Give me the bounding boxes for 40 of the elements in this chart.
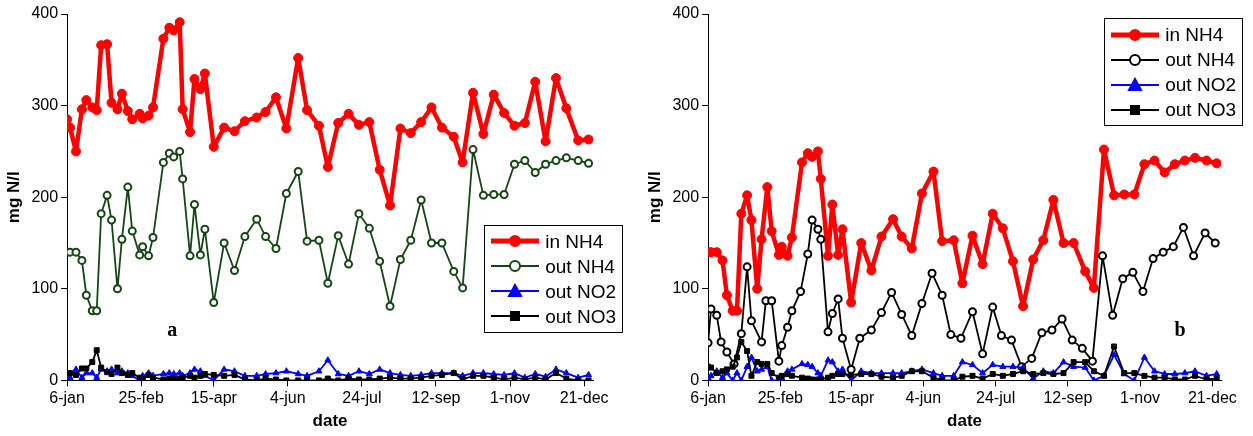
y-tick-label: 100: [672, 279, 700, 297]
legend-label: out NO3: [1165, 98, 1236, 122]
y-tick-label: 100: [31, 279, 59, 297]
x-tick-label: 15-apr: [190, 389, 238, 407]
x-axis-title: date: [312, 411, 348, 431]
x-tick-label: 6-jan: [690, 389, 726, 407]
y-tick-label: 300: [31, 96, 59, 114]
x-tick-label: 12-sep: [1043, 389, 1093, 407]
legend-label: out NH4: [545, 254, 615, 279]
y-tick-label: 200: [672, 187, 700, 205]
x-tick-label: 24-jul: [342, 389, 382, 407]
y-tick-label: 300: [672, 96, 700, 114]
x-tick-label: 21-dec: [559, 389, 609, 407]
x-tick-label: 4-jun: [270, 389, 306, 407]
x-tick-label: 25-feb: [757, 389, 804, 407]
legend-label: out NO2: [1165, 73, 1236, 97]
x-tick-label: 1-nov: [490, 389, 531, 407]
y-tick-label: 400: [31, 4, 59, 22]
x-tick-label: 6-jan: [49, 389, 85, 407]
legend-label: out NH4: [1165, 48, 1235, 72]
x-tick-label: 15-apr: [828, 389, 875, 407]
y-tick-label: 200: [31, 187, 59, 205]
annotation: a: [167, 317, 178, 341]
legend-label: in NH4: [545, 229, 604, 254]
legend-label: out NO3: [545, 304, 616, 329]
x-tick-label: 4-jun: [905, 389, 942, 407]
x-tick-label: 1-nov: [1120, 389, 1161, 407]
x-axis-title: date: [947, 411, 983, 431]
y-axis-title: mg N/l: [644, 171, 664, 224]
x-tick-label: 21-dec: [1187, 389, 1237, 407]
annotation: b: [1174, 317, 1186, 341]
y-axis-title: mg N/l: [3, 171, 23, 224]
x-tick-label: 25-feb: [118, 389, 164, 407]
x-tick-label: 24-jul: [976, 389, 1016, 407]
x-tick-label: 12-sep: [411, 389, 461, 407]
legend-label: out NO2: [545, 279, 616, 304]
y-tick-label: 400: [672, 4, 700, 22]
legend-label: in NH4: [1165, 23, 1224, 47]
y-tick-label: 0: [49, 370, 59, 388]
y-tick-label: 0: [690, 370, 700, 388]
